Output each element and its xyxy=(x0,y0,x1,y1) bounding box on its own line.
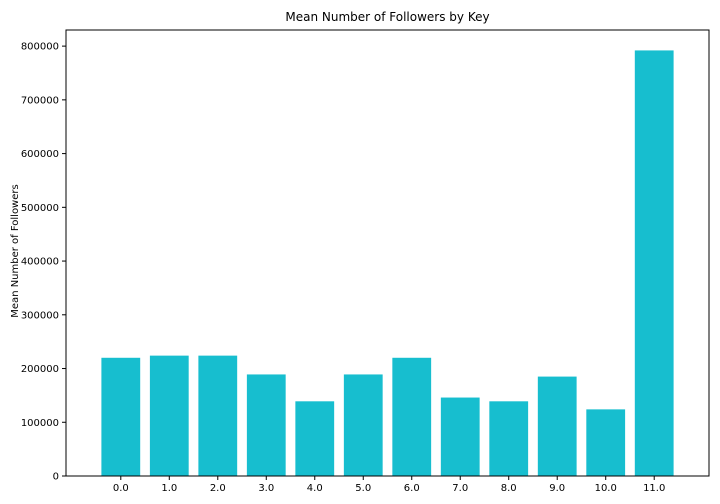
x-tick-label: 5.0 xyxy=(355,483,371,494)
bar-8.0 xyxy=(489,401,529,476)
bar-7.0 xyxy=(440,397,480,476)
y-tick-label: 0 xyxy=(53,472,59,483)
bar-6.0 xyxy=(392,357,432,476)
bar-2.0 xyxy=(198,355,238,476)
x-tick-label: 3.0 xyxy=(258,483,274,494)
bar-5.0 xyxy=(343,374,383,476)
y-tick-label: 200000 xyxy=(21,364,59,375)
x-tick-label: 1.0 xyxy=(161,483,177,494)
y-tick-label: 500000 xyxy=(21,203,59,214)
bar-9.0 xyxy=(537,376,577,476)
bar-3.0 xyxy=(246,374,286,476)
bar-4.0 xyxy=(295,401,335,476)
chart-title: Mean Number of Followers by Key xyxy=(285,10,489,24)
x-tick-label: 4.0 xyxy=(307,483,323,494)
bar-11.0 xyxy=(634,50,674,476)
bar-0.0 xyxy=(101,357,141,476)
y-axis-ticks: 0 100000 200000 300000 400000 500000 600000 700… xyxy=(21,42,66,483)
bars-group xyxy=(101,50,674,476)
x-tick-label: 7.0 xyxy=(452,483,468,494)
y-tick-label: 600000 xyxy=(21,149,59,160)
x-tick-label: 11.0 xyxy=(643,483,665,494)
bar-10.0 xyxy=(586,409,626,476)
y-axis-label: Mean Number of Followers xyxy=(10,184,21,317)
y-tick-label: 300000 xyxy=(21,310,59,321)
plot-frame xyxy=(65,29,710,477)
y-tick-label: 400000 xyxy=(21,257,59,268)
y-tick-label: 100000 xyxy=(21,418,59,429)
x-tick-label: 2.0 xyxy=(210,483,226,494)
x-tick-label: 0.0 xyxy=(113,483,129,494)
y-tick-label: 800000 xyxy=(21,42,59,53)
x-axis-ticks: 0.0 1.0 2.0 3.0 4.0 5.0 6.0 7.0 8.0 9.0 10.0 11.0 xyxy=(113,476,665,494)
x-tick-label: 6.0 xyxy=(404,483,420,494)
x-tick-label: 9.0 xyxy=(549,483,565,494)
bar-1.0 xyxy=(149,355,189,476)
y-tick-label: 700000 xyxy=(21,95,59,106)
x-tick-label: 8.0 xyxy=(501,483,517,494)
x-tick-label: 10.0 xyxy=(595,483,617,494)
